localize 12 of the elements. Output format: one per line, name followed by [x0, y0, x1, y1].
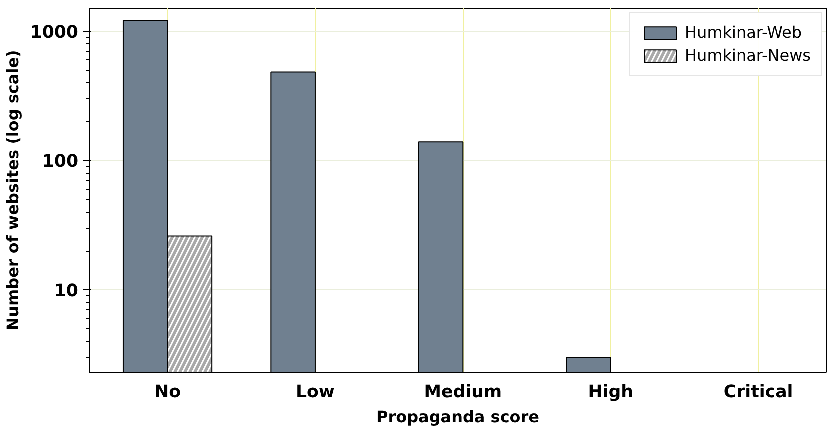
y-axis-title: Number of websites (log scale): [3, 50, 22, 331]
x-tick-label: Low: [296, 382, 335, 402]
y-tick-label: 1000: [30, 22, 79, 43]
legend-label: Humkinar-Web: [685, 23, 802, 42]
x-axis-title: Propaganda score: [376, 408, 540, 426]
y-tick-label: 10: [54, 281, 79, 302]
legend-label: Humkinar-News: [685, 46, 811, 65]
y-tick-label: 100: [42, 152, 78, 172]
x-tick-label: High: [588, 382, 634, 402]
x-tick-label: Medium: [424, 382, 502, 402]
x-tick-label: No: [154, 382, 182, 402]
x-tick-label: Critical: [724, 382, 794, 402]
